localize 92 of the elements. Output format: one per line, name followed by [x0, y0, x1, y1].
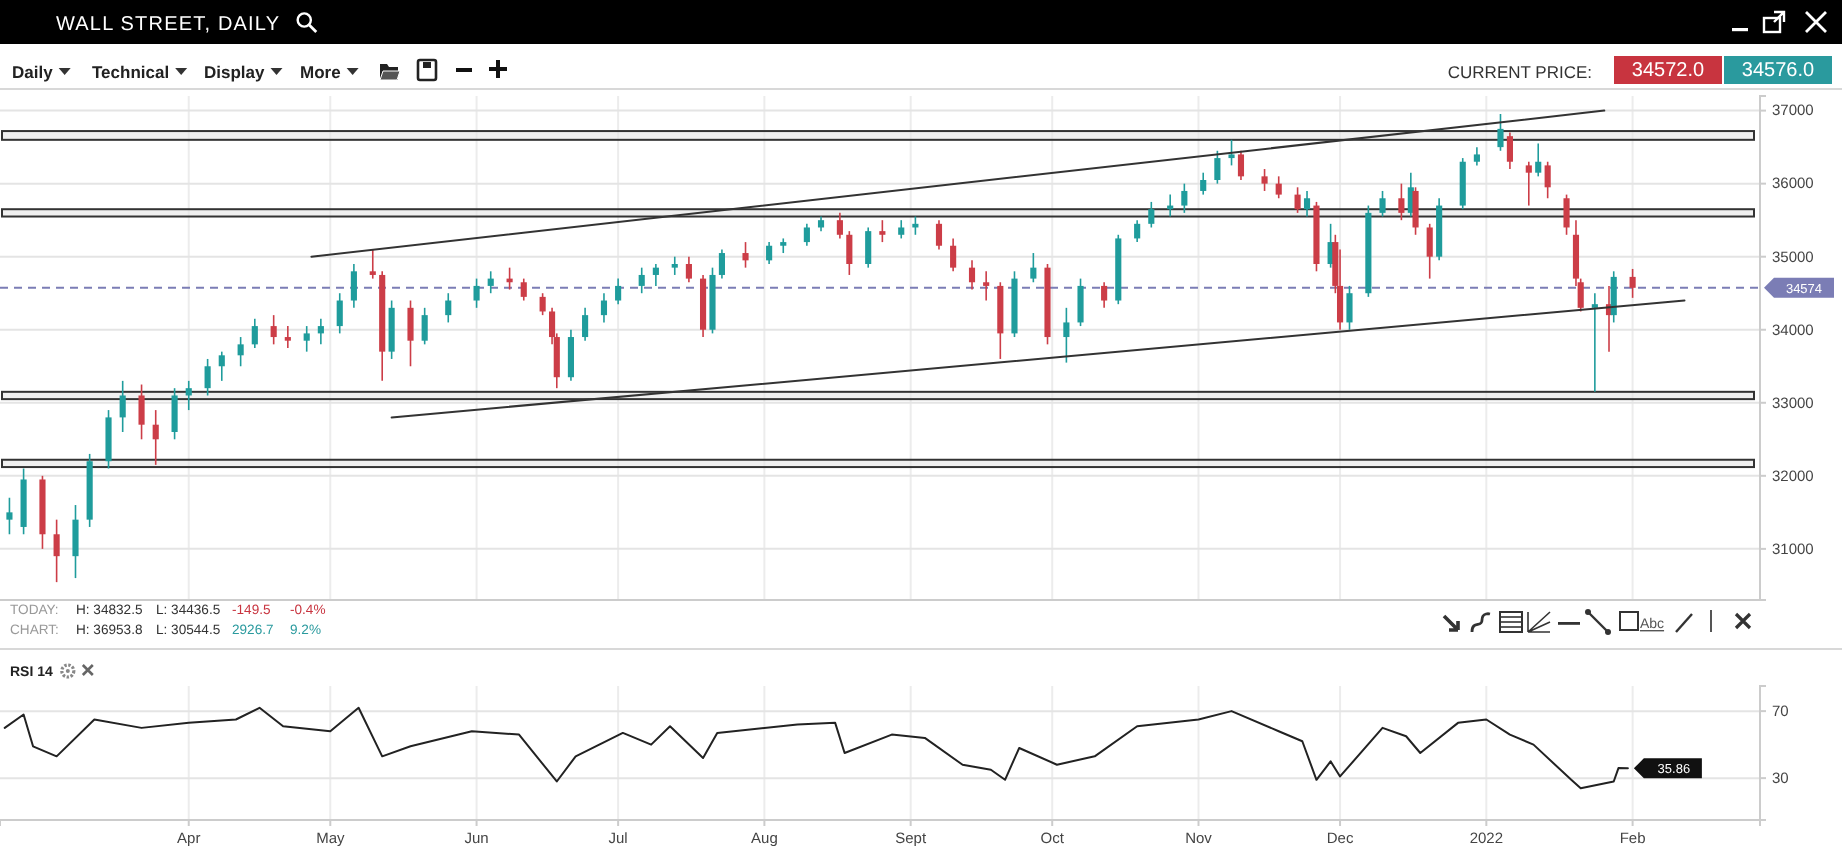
candlestick [445, 292, 452, 324]
candlestick [336, 292, 343, 335]
text: 34576.0 [1741, 60, 1816, 82]
candlestick [152, 409, 159, 466]
candlestick [615, 277, 622, 305]
candlestick [846, 230, 853, 276]
candlestick [1063, 307, 1070, 364]
candlestick [685, 255, 692, 284]
candlestick [1228, 139, 1235, 167]
candlestick [473, 277, 480, 309]
candlestick [671, 255, 678, 276]
candlestick [1077, 277, 1084, 327]
candlestick [950, 237, 957, 273]
candlestick [1398, 182, 1405, 221]
candlestick [284, 325, 291, 349]
candlestick [520, 277, 527, 302]
candlestick [218, 350, 225, 382]
candlestick [105, 409, 112, 470]
candlestick [1544, 160, 1551, 200]
candlestick [185, 380, 192, 411]
candlestick [582, 307, 589, 342]
candlestick [983, 270, 990, 302]
candlestick [317, 317, 324, 346]
candlestick [6, 496, 13, 536]
candlestick [1134, 219, 1141, 243]
candlestick [718, 248, 725, 280]
candlestick [72, 504, 79, 579]
candlestick [138, 383, 145, 441]
candlestick [879, 219, 886, 243]
candlestick [567, 328, 575, 382]
candlestick [119, 380, 126, 433]
candlestick [1525, 160, 1532, 207]
candlestick [898, 219, 905, 240]
candlestick [407, 299, 414, 368]
candlestick [1294, 186, 1301, 214]
candlestick [1629, 268, 1636, 299]
candlestick [204, 358, 211, 397]
candlestick [836, 212, 843, 240]
text: More [300, 62, 342, 82]
candlestick [1379, 190, 1386, 218]
candlestick [251, 317, 258, 349]
candlestick [350, 263, 357, 309]
candlestick [487, 270, 494, 295]
candlestick [1214, 149, 1221, 185]
candlestick [1535, 142, 1542, 178]
candlestick [421, 307, 428, 346]
text: CURRENT PRICE: [1447, 62, 1592, 82]
candlestick [20, 467, 27, 536]
candlestick [303, 325, 310, 353]
candlestick [1610, 270, 1617, 324]
candlestick [388, 299, 395, 360]
candlestick [1101, 281, 1108, 309]
candlestick [1497, 113, 1504, 152]
line-series [3, 706, 1629, 790]
candlestick [766, 241, 773, 265]
candlestick [1181, 182, 1188, 214]
candlestick [1473, 146, 1480, 167]
candlestick [600, 292, 608, 324]
candlestick [270, 314, 277, 346]
candlestick [638, 266, 645, 295]
text: Technical [92, 62, 170, 82]
candlestick [1303, 190, 1311, 218]
candlestick [171, 387, 178, 441]
candlestick [1261, 168, 1268, 192]
candlestick [935, 219, 943, 251]
candlestick [865, 226, 872, 269]
candlestick [1346, 285, 1353, 331]
candlestick [539, 292, 546, 316]
text: Daily [12, 62, 54, 82]
candlestick [1237, 149, 1245, 181]
candlestick [1412, 186, 1419, 236]
candlestick [997, 281, 1004, 360]
candlestick [1459, 157, 1466, 211]
candlestick [968, 259, 976, 291]
candlestick [652, 263, 659, 287]
candlestick [1148, 201, 1155, 229]
text: 34572.0 [1631, 60, 1706, 82]
candlestick [1563, 193, 1570, 236]
candlestick [53, 518, 60, 583]
candlestick [369, 248, 376, 280]
candlestick [803, 223, 810, 247]
candlestick [1275, 175, 1282, 200]
text: Display [204, 62, 266, 82]
candlestick [237, 336, 244, 368]
candlestick [1030, 252, 1037, 284]
candlestick [742, 241, 749, 269]
chart-title: WALL STREET, DAILY [56, 14, 281, 36]
candlestick [1506, 131, 1513, 170]
candlestick [780, 237, 787, 254]
candlestick [1591, 292, 1598, 393]
candlestick [1426, 223, 1433, 280]
candlestick [1200, 171, 1207, 196]
